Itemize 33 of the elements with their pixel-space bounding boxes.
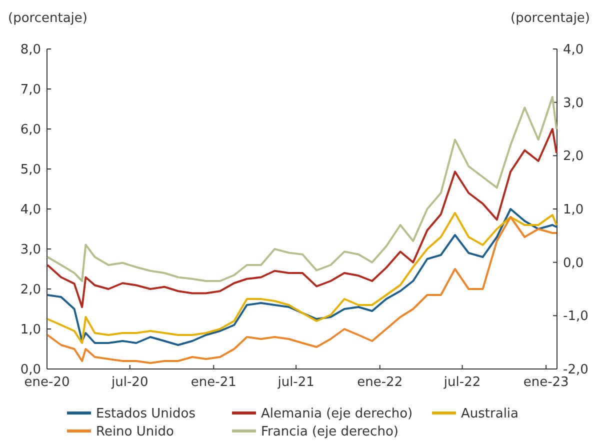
x-tick-label: ene-23 [523, 375, 569, 390]
x-tick-label: jul-21 [276, 375, 314, 390]
y2-tick-label: 1,0 [563, 202, 584, 218]
legend-label: Francia (eje derecho) [261, 424, 398, 440]
y-tick-label: 7,0 [20, 82, 41, 98]
y2-tick-label: -2,0 [563, 362, 588, 378]
y2-tick-label: -1,0 [563, 309, 588, 324]
y-tick-label: 8,0 [20, 42, 41, 58]
y-tick-label: 2,0 [20, 282, 41, 298]
y-tick-label: 5,0 [20, 162, 41, 178]
y-tick-label: 6,0 [20, 122, 41, 138]
x-tick-label: jul-22 [442, 375, 481, 390]
y2-tick-label: 3,0 [563, 96, 584, 111]
y2-axis-title: (porcentaje) [510, 11, 590, 26]
x-tick-label: ene-22 [357, 375, 403, 390]
legend-label: Alemania (eje derecho) [261, 406, 413, 422]
y-tick-label: 0,0 [20, 362, 41, 378]
legend-label: Estados Unidos [96, 406, 196, 422]
line-series [46, 128, 558, 308]
y-tick-label: 1,0 [20, 322, 41, 338]
line-series [46, 216, 558, 364]
legend-label: Reino Unido [96, 424, 174, 440]
y-axis-title: (porcentaje) [8, 11, 88, 26]
line-series [46, 96, 558, 282]
y2-tick-label: 2,0 [563, 149, 584, 164]
x-tick-label: jul-20 [110, 375, 148, 390]
x-tick-label: ene-21 [190, 375, 236, 390]
y2-tick-label: 0,0 [563, 256, 584, 271]
legend-label: Australia [461, 406, 519, 422]
y-tick-label: 3,0 [20, 242, 41, 258]
y2-tick-label: 4,0 [563, 42, 584, 58]
x-tick-label: ene-20 [24, 375, 70, 390]
y-tick-label: 4,0 [20, 202, 41, 218]
